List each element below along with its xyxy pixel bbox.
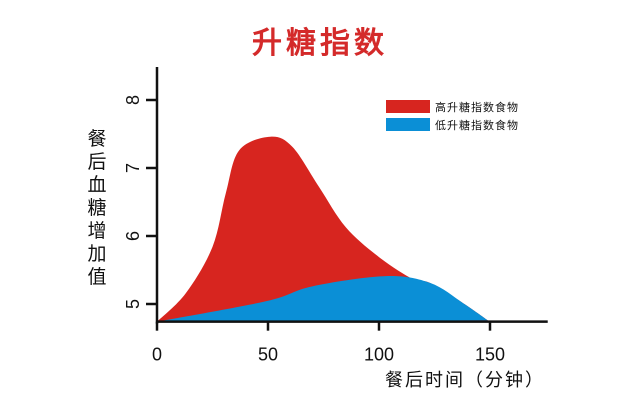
x-axis-label: 餐后时间（分钟） xyxy=(385,370,545,391)
y-tick-label: 7 xyxy=(123,163,143,173)
x-tick-label: 50 xyxy=(258,345,278,365)
x-tick-label: 150 xyxy=(475,345,505,365)
legend-swatch-low xyxy=(386,118,430,131)
legend-swatch-high xyxy=(386,100,430,113)
y-tick-label: 8 xyxy=(123,95,143,105)
y-tick-label: 5 xyxy=(123,299,143,309)
x-tick-label: 100 xyxy=(364,345,394,365)
chart-title: 升糖指数 xyxy=(252,26,388,61)
y-axis-label: 餐后血糖增加值 xyxy=(87,128,107,288)
y-tick-label: 6 xyxy=(123,231,143,241)
series-high-area xyxy=(157,136,488,322)
legend-label-low: 低升糖指数食物 xyxy=(435,119,519,132)
series-low-area xyxy=(157,276,488,322)
x-tick-label: 0 xyxy=(152,345,162,365)
legend-label-high: 高升糖指数食物 xyxy=(435,101,519,114)
